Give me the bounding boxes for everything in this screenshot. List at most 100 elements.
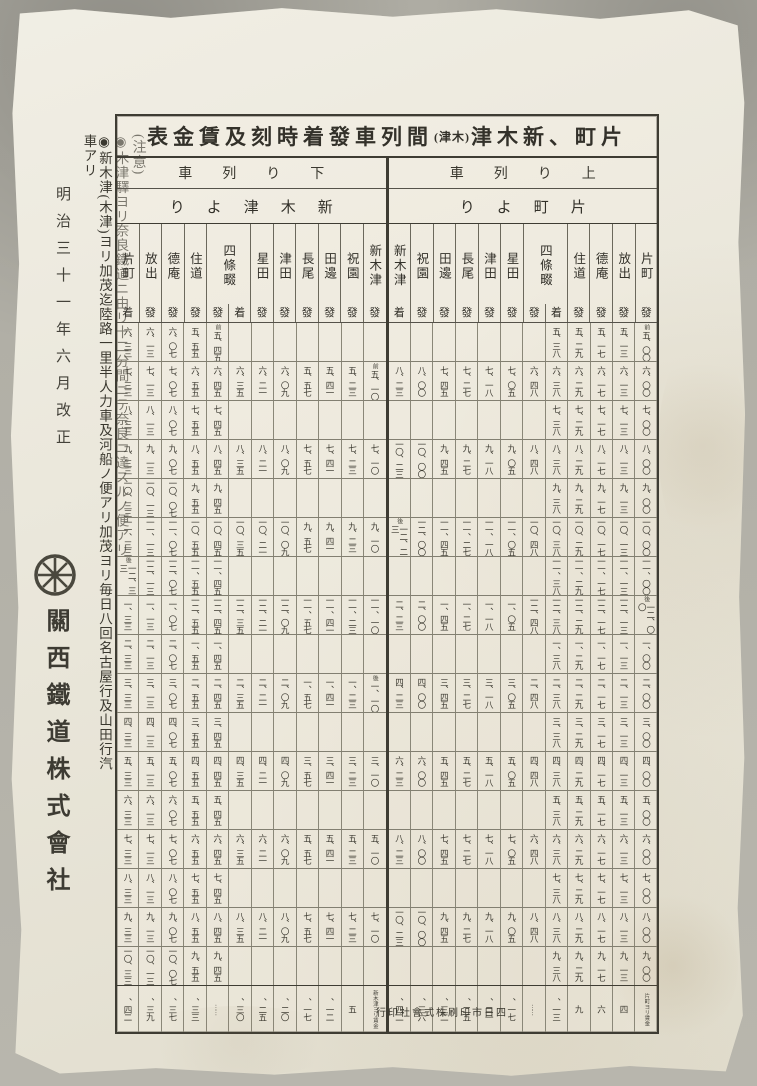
time-cell: 八、三三 <box>117 401 138 439</box>
time-text: 三、三八 <box>551 717 562 747</box>
time-cell: 二、四八 <box>522 674 544 712</box>
time-value: 一〇、二三 <box>394 908 404 946</box>
time-value: 五、〇五 <box>507 752 517 790</box>
time-text: 一、〇〇 <box>641 639 652 669</box>
ampm-marker: 前 <box>642 323 649 330</box>
time-cell: 八、三五 <box>228 908 250 946</box>
time-text: 一一、一八 <box>484 518 495 556</box>
time-text: 一〇、三五 <box>235 518 246 556</box>
station-header: 片町着 <box>117 224 139 322</box>
time-value: 一一、二九 <box>574 557 585 595</box>
time-value: 四、三八 <box>552 752 562 790</box>
time-value: 八、〇九 <box>280 908 290 946</box>
time-text: 一、一〇 <box>369 681 380 712</box>
time-cell: 八、三三 <box>117 869 138 907</box>
time-cell: 八、一三 <box>612 908 634 946</box>
time-cell: 九、四一 <box>318 518 340 556</box>
station-suffix: 發 <box>590 304 612 322</box>
station-header: 祝園發 <box>340 224 363 322</box>
down-trains-half: 車列り下 りよ津木新 片町着放出發德庵發住道發四條畷發着星田發津田發長尾發田邊發… <box>117 158 386 1032</box>
time-cell <box>295 401 318 439</box>
time-cell <box>432 947 454 985</box>
time-value: 八、〇〇 <box>641 908 651 946</box>
time-value: 四、二三 <box>394 674 404 712</box>
fare-cell: 、三六 <box>409 986 432 1032</box>
time-cell <box>477 635 499 673</box>
time-value: 五、二七 <box>462 752 472 790</box>
time-value: 五、五七 <box>302 830 313 868</box>
time-value: 六、三八 <box>552 362 562 400</box>
time-text: 五、一〇 <box>369 834 380 864</box>
time-row: 八、三三 八、一三 八、〇七 七、五五 七、四五 <box>117 401 386 440</box>
time-text: 一一、二九 <box>574 557 585 595</box>
time-value: 七、一八 <box>484 362 494 400</box>
time-cell: 四、五五 <box>183 752 205 790</box>
time-cell: 一、二九 <box>567 635 589 673</box>
time-cell: 五、二三 <box>340 362 363 400</box>
fare-cell: 、二〇 <box>273 986 295 1032</box>
time-cell <box>362 401 385 439</box>
time-value: 二、四五 <box>213 674 223 712</box>
station-name: 新木津 <box>367 244 382 288</box>
time-cell <box>522 635 544 673</box>
railway-wheel-logo-icon <box>34 554 76 596</box>
time-cell: 後一二、三三 <box>117 557 138 595</box>
time-cell: 一、一八 <box>477 596 499 634</box>
time-cell: 二、二一 <box>250 674 273 712</box>
time-cell: 六、一三 <box>138 323 160 361</box>
time-text: 五、〇七 <box>167 756 178 786</box>
time-text: 七、三三 <box>122 366 133 396</box>
time-cell: 五、四一 <box>318 362 340 400</box>
time-value: 六、〇七 <box>168 791 178 829</box>
time-text: 一〇、〇〇 <box>416 440 427 478</box>
fare-cell: 、一七 <box>295 986 318 1032</box>
station-header: 德庵發 <box>161 224 184 322</box>
time-value: 八、四八 <box>529 440 539 478</box>
time-text: 二、〇〇 <box>416 600 427 630</box>
time-row: 八、三三 八、一三 八、〇七 七、五五 七、四五 <box>117 869 386 908</box>
time-value: 六、二一 <box>258 830 268 868</box>
time-cell <box>340 635 363 673</box>
time-value: 四、〇〇 <box>641 752 651 790</box>
time-text: 五、五七 <box>302 834 313 864</box>
time-cell: 一一、〇五 <box>499 518 522 556</box>
time-row: 一〇、二三 一〇、〇〇 九、四五 九、二七 九、一八 九、〇五 八、四八 八、三八 八、二九 八、… <box>388 440 657 479</box>
time-text: 五、二三 <box>347 834 358 864</box>
time-text: 六、二九 <box>574 366 585 396</box>
time-cell: 一〇、四八 <box>522 518 544 556</box>
time-text: 九、四五 <box>212 951 223 981</box>
time-value: 四、四八 <box>529 752 539 790</box>
time-value: 一〇、三三 <box>123 479 133 517</box>
time-cell <box>409 401 432 439</box>
time-cell: 一、四一 <box>318 674 340 712</box>
fare-value: 五 <box>347 1005 358 1013</box>
time-value: 七、二三 <box>348 908 358 946</box>
time-cell <box>318 947 340 985</box>
station-header: 田邊發 <box>317 224 341 322</box>
time-text: 一二、二九 <box>574 596 585 634</box>
suffix-label: 發 <box>301 307 313 319</box>
time-value: 九、四一 <box>325 518 335 556</box>
time-value: 八、五五 <box>190 440 200 478</box>
time-cell <box>432 557 454 595</box>
station-header: 德庵發 <box>589 224 612 322</box>
time-value: 八、一三 <box>619 440 629 478</box>
time-cell <box>362 947 385 985</box>
time-cell: 七、四一 <box>318 440 340 478</box>
time-text: 五、一三 <box>619 795 629 825</box>
time-text: 四、二九 <box>574 756 585 786</box>
time-text: 五、一七 <box>596 327 607 357</box>
title-paren: (津木) <box>434 129 470 144</box>
time-text: 八、四五 <box>212 444 223 474</box>
time-text: 七、一三 <box>145 366 156 396</box>
fare-value: 、三〇 <box>235 997 246 1021</box>
time-value: 七、〇七 <box>168 362 178 400</box>
time-text: 一〇、二一 <box>257 518 268 556</box>
time-cell <box>409 635 432 673</box>
time-cell: 九、〇五 <box>499 440 522 478</box>
time-cell: 四、四八 <box>522 752 544 790</box>
time-text: 九、五七 <box>302 522 313 552</box>
time-row: 五、三三 五、一三 五、〇七 四、五五 四、四五 四、三五 四、二一 四、〇九 三、五七 三、四一… <box>117 752 386 791</box>
time-value: 一〇、〇九 <box>280 518 290 556</box>
time-value: 六、四八 <box>529 830 539 868</box>
